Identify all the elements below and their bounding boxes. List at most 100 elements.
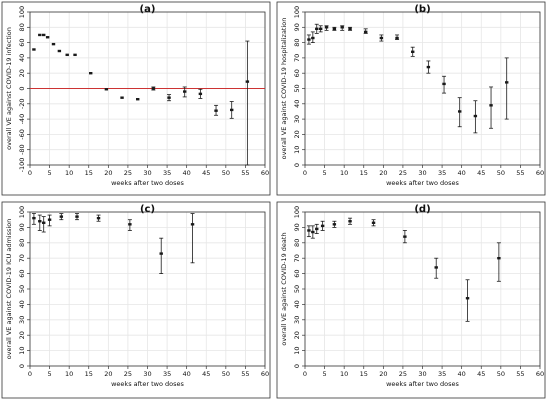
x-tick-label: 5 xyxy=(48,370,52,378)
y-tick-label: 80 xyxy=(18,239,26,247)
y-tick-label: 40 xyxy=(293,100,301,108)
x-tick-label: 25 xyxy=(399,370,407,378)
x-tick-label: 15 xyxy=(85,370,93,378)
y-tick-label: 70 xyxy=(293,54,301,62)
y-axis-label: overall VE against COVID-19 infection xyxy=(5,27,13,150)
x-tick-label: 50 xyxy=(222,370,230,378)
y-tick-label: -20 xyxy=(18,98,26,109)
data-point xyxy=(315,27,319,31)
x-tick-label: 10 xyxy=(65,169,73,177)
data-point xyxy=(45,36,50,39)
x-tick-label: 5 xyxy=(48,169,52,177)
x-axis-label: weeks after two doses xyxy=(111,380,184,388)
x-tick-label: 15 xyxy=(360,169,368,177)
data-point xyxy=(307,38,311,41)
data-point xyxy=(245,80,250,83)
data-point xyxy=(38,220,42,223)
panel-frame xyxy=(1,201,271,399)
y-tick-label: 90 xyxy=(18,223,26,231)
x-tick-label: 0 xyxy=(28,169,32,177)
data-point xyxy=(75,215,79,218)
x-axis-label: weeks after two doses xyxy=(386,380,459,388)
x-tick-label: 55 xyxy=(241,169,249,177)
data-point xyxy=(318,27,323,31)
chart-title: (c) xyxy=(140,204,155,215)
data-point xyxy=(104,88,109,91)
data-point xyxy=(198,92,203,96)
data-point xyxy=(51,42,56,46)
y-tick-label: 70 xyxy=(18,254,26,262)
x-tick-label: 35 xyxy=(163,370,171,378)
x-tick-label: 0 xyxy=(303,370,307,378)
x-tick-label: 10 xyxy=(65,370,73,378)
data-point xyxy=(442,82,446,86)
y-axis-label: overall VE against COVID-19 death xyxy=(280,232,288,345)
y-tick-label: 60 xyxy=(293,269,301,277)
x-tick-label: 30 xyxy=(418,169,426,177)
data-point xyxy=(379,36,384,40)
data-point xyxy=(47,218,52,221)
data-point xyxy=(473,114,478,118)
x-tick-label: 50 xyxy=(222,169,230,177)
data-point xyxy=(371,221,376,224)
y-tick-label: -100 xyxy=(18,158,26,173)
chart-panel-1: (a) 0 5 10 15 20 25 30 35 40 45 50 55 60 -100 -80 -60 -40… xyxy=(1,1,271,196)
y-tick-label: 30 xyxy=(293,316,301,324)
x-tick-label: 55 xyxy=(516,370,524,378)
y-axis-label: overall VE against COVID-19 hospitalizat… xyxy=(280,18,288,160)
chart-panel-2: (b) 0 5 10 15 20 25 30 35 40 45 50 55 60 0 10 20 30 40 50 60… xyxy=(276,1,546,196)
x-tick-label: 60 xyxy=(261,169,269,177)
x-tick-label: 50 xyxy=(497,370,505,378)
y-tick-label: 20 xyxy=(293,130,301,138)
data-point xyxy=(136,98,140,101)
x-tick-label: 20 xyxy=(379,370,387,378)
y-tick-label: 0 xyxy=(18,364,26,368)
y-tick-label: 60 xyxy=(18,38,26,46)
data-point xyxy=(497,257,501,260)
y-tick-label: 40 xyxy=(293,300,301,308)
chart-title: (b) xyxy=(414,4,430,15)
chart-title: (a) xyxy=(140,4,156,15)
y-tick-label: 80 xyxy=(18,23,26,31)
panel-frame xyxy=(276,201,546,399)
x-tick-label: 30 xyxy=(143,169,151,177)
y-tick-label: 50 xyxy=(293,285,301,293)
data-point xyxy=(128,223,132,226)
y-tick-label: 0 xyxy=(293,163,301,167)
data-point xyxy=(332,27,337,31)
data-point xyxy=(120,96,124,99)
x-tick-label: 35 xyxy=(438,169,446,177)
x-tick-label: 45 xyxy=(477,169,485,177)
x-tick-label: 20 xyxy=(104,169,112,177)
x-tick-label: 10 xyxy=(340,370,348,378)
y-tick-label: 90 xyxy=(293,23,301,31)
data-point xyxy=(57,49,62,53)
data-point xyxy=(411,50,415,53)
data-point xyxy=(434,266,438,269)
x-axis-label: weeks after two doses xyxy=(386,179,459,187)
y-tick-label: 20 xyxy=(293,331,301,339)
x-tick-label: 0 xyxy=(28,370,32,378)
data-point xyxy=(348,220,352,223)
y-tick-label: 0 xyxy=(293,364,301,368)
data-point xyxy=(315,227,319,231)
y-tick-label: 100 xyxy=(293,206,301,218)
y-axis-label: overall VE against COVID-19 ICU admissio… xyxy=(5,219,13,360)
data-point xyxy=(426,65,431,69)
y-tick-label: 50 xyxy=(293,84,301,92)
data-point xyxy=(364,30,368,34)
data-point xyxy=(167,96,171,99)
data-point xyxy=(32,216,36,220)
data-point xyxy=(159,252,163,255)
y-tick-label: 80 xyxy=(293,239,301,247)
data-point xyxy=(332,223,337,226)
data-point xyxy=(190,223,195,226)
data-point xyxy=(465,297,470,300)
data-point xyxy=(151,87,156,90)
data-point xyxy=(59,215,64,218)
x-tick-label: 40 xyxy=(458,169,466,177)
x-tick-label: 15 xyxy=(360,370,368,378)
chart-title: (d) xyxy=(414,204,430,215)
y-tick-label: -60 xyxy=(18,129,26,140)
y-tick-label: 20 xyxy=(18,331,26,339)
